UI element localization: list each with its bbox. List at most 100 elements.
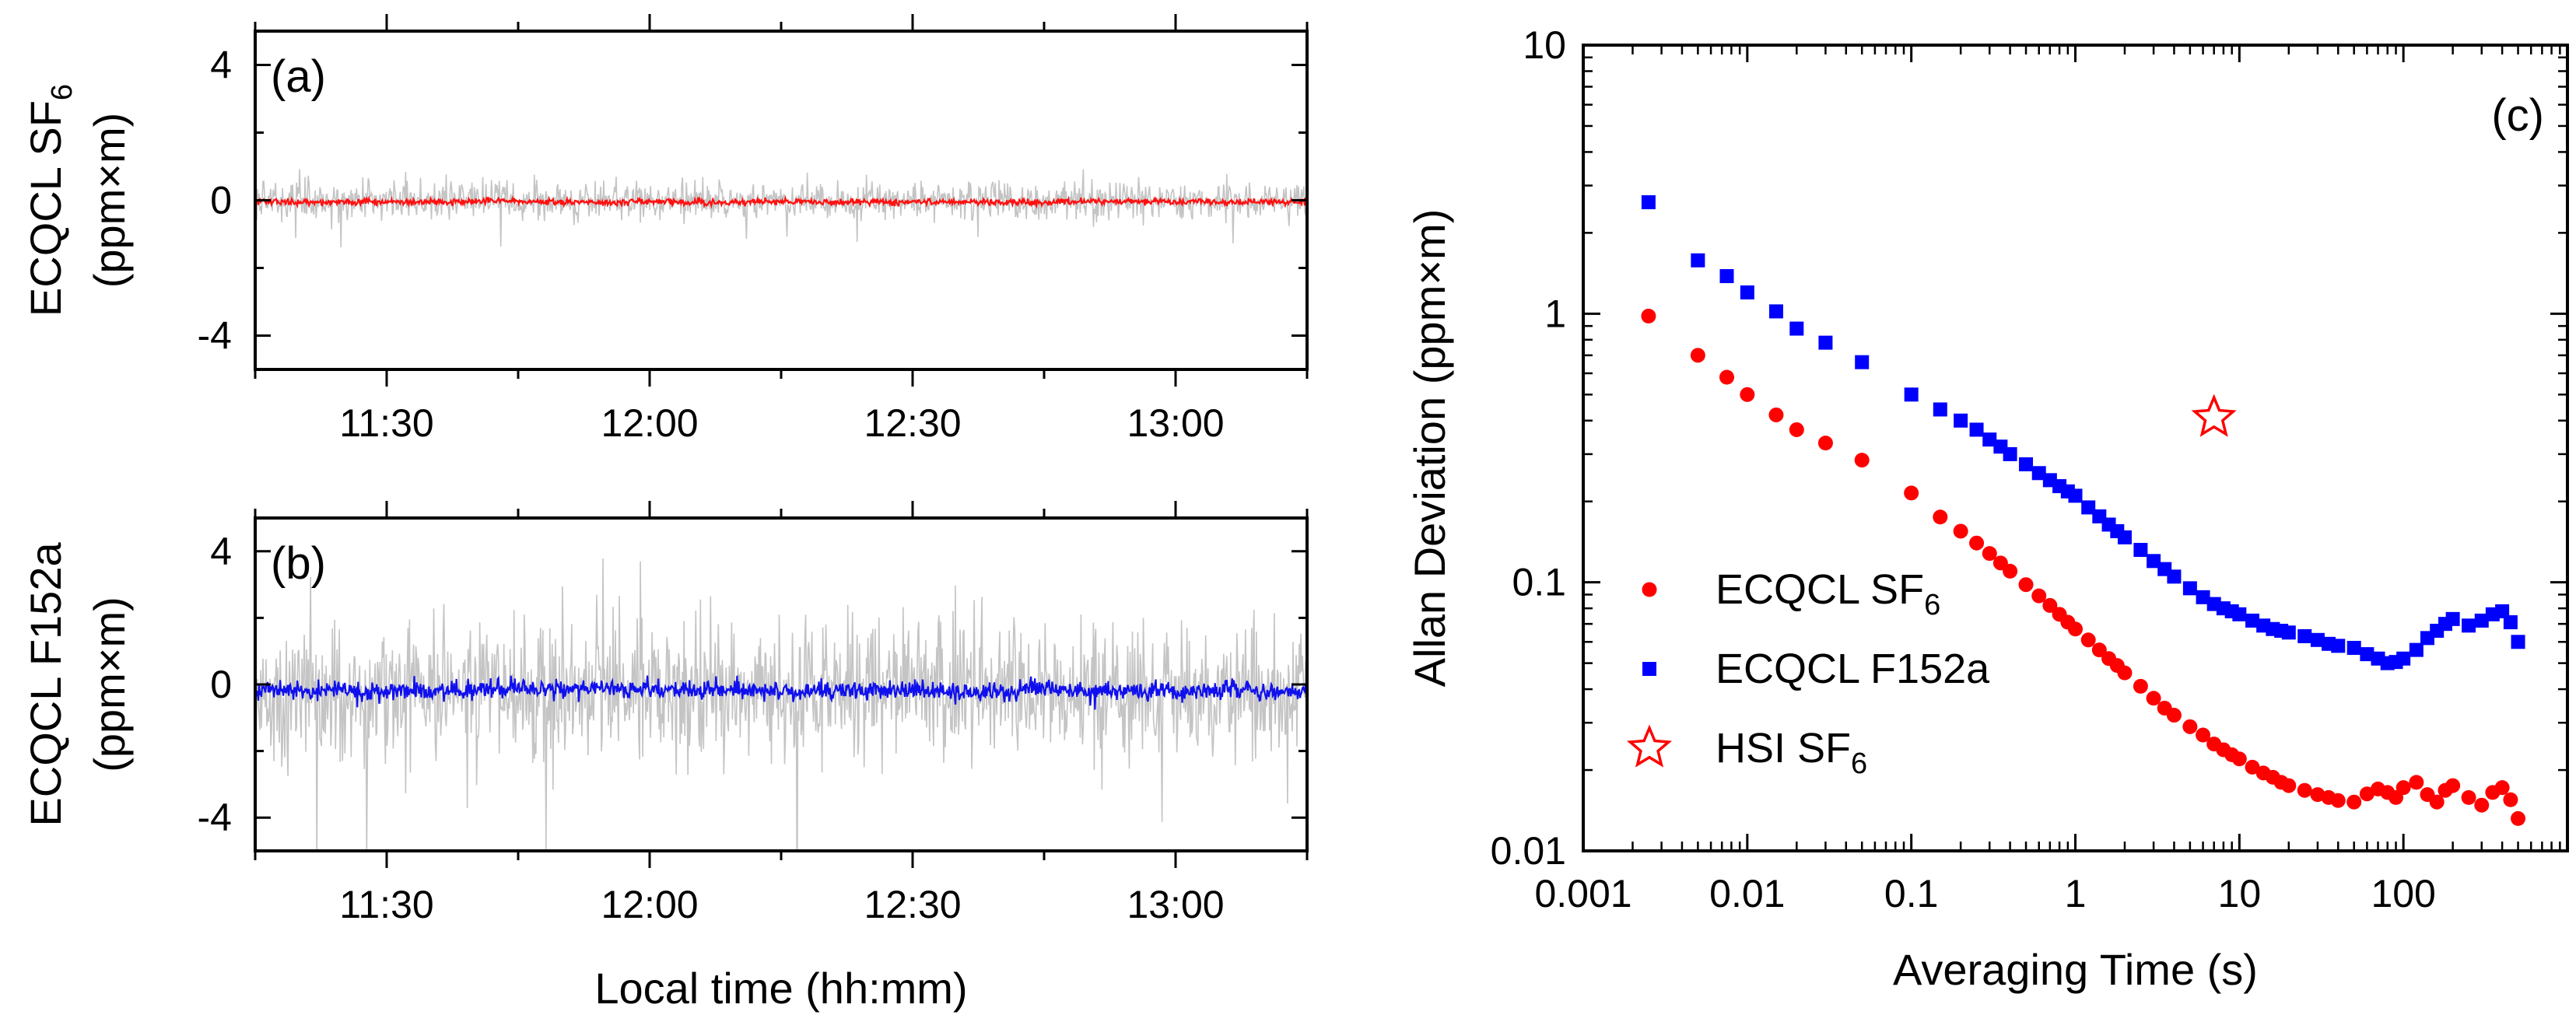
data-point-circle [2445,778,2461,793]
legend-entry-label-main: ECQCL SF [1716,566,1924,613]
data-point-circle [1789,422,1804,437]
data-point-square [1818,335,1833,350]
y-axis-title-subscript: 6 [46,84,79,100]
legend-marker-circle [1642,582,1657,597]
data-point-square [2281,625,2296,640]
x-tick-label: 1 [2065,872,2087,915]
data-point-square [1719,269,1734,284]
data-point-square [2360,647,2374,662]
data-point-circle [1719,369,1734,385]
data-point-square [2462,618,2476,633]
data-point-square [2003,446,2017,461]
y-tick-label: 0 [210,663,232,706]
data-point-circle [1982,546,1997,562]
series-1 [1641,195,2525,670]
data-point-square [2511,635,2525,649]
y-tick-label: -4 [198,796,232,839]
series-averaged-trace [255,194,1307,209]
x-tick-label: 12:30 [864,401,961,445]
data-point-circle [2503,792,2518,807]
panel-a-timeseries-sf6: 40-411:30 12:00 12:30 13:00(a)ECQCL SF6(ppm… [21,14,1309,445]
data-point-square [2068,488,2083,503]
legend-entry-label: HSI SF6 [1716,725,1867,780]
data-point-circle [2003,563,2018,579]
data-point-circle [1641,308,1656,324]
data-point-circle [1768,407,1784,422]
panel-c-allan-deviation: 0.001 0.01 0.1 1 10 1001010.10.01(c)Averaging… [1405,23,2569,994]
y-axis-title-main: ECQCL SF [21,100,70,317]
data-point-square [2167,569,2182,584]
x-tick-label: 0.1 [1884,872,1939,915]
data-point-square [2396,651,2411,666]
data-point-circle [1740,387,1755,402]
y-tick-label: -4 [198,314,232,358]
y-axis-title: ECQCL F152a [21,542,70,827]
data-point-square [1691,253,1705,268]
legend-entry-label-subscript: 6 [1851,747,1867,780]
y-tick-label: 0.01 [1491,829,1566,873]
y-tick-label: 1 [1544,292,1566,335]
panel-tag-label: (c) [2491,90,2544,141]
data-point-circle [2511,810,2526,826]
data-point-square [2297,628,2312,643]
data-point-square [1933,402,1947,417]
x-tick-label: 10 [2218,872,2262,915]
data-point-square [2495,604,2510,618]
data-point-circle [2245,759,2260,775]
data-point-circle [2080,632,2096,648]
data-point-square [1982,432,1997,447]
data-point-square [1641,195,1656,210]
data-point-circle [2166,708,2182,723]
legend-marker-square [1642,662,1656,676]
y-tick-label: 0.1 [1512,561,1566,604]
data-point-square [2445,611,2460,626]
data-point-square [1904,387,1919,402]
data-point-circle [2461,789,2476,805]
data-point-square [2147,554,2161,569]
data-point-circle [2018,577,2034,593]
data-point-square [2031,466,2046,481]
data-point-circle [2042,597,2058,613]
data-point-square [1855,355,1870,369]
data-point-square [2409,642,2424,657]
x-tick-label: 13:00 [1127,401,1224,445]
data-point-circle [2068,621,2083,637]
data-point-square [1740,285,1754,299]
legend-entry-label: ECQCL SF6 [1716,566,1940,621]
data-point-circle [2297,782,2312,798]
y-tick-label: 0 [210,179,232,222]
y-axis-title: ECQCL SF6 [21,84,79,317]
data-point-square [2196,590,2210,604]
x-tick-label: 12:00 [601,401,698,445]
data-point-square [2117,530,2132,544]
data-point-circle [2429,794,2445,810]
y-axis-unit: (ppm×m) [85,113,134,289]
data-point-circle [2330,793,2346,808]
data-point-square [2182,581,2197,596]
data-point-circle [1904,485,1919,501]
data-point-circle [1933,509,1948,525]
data-point-square [1969,422,1984,437]
data-point-circle [2133,678,2148,694]
series-0 [1641,308,2526,826]
data-point-square [1768,304,1783,319]
y-tick-label: 4 [210,44,232,87]
data-point-circle [2146,691,2161,706]
data-point-circle [1953,523,1968,539]
data-point-square [2081,500,2096,515]
data-point-square [2310,632,2325,647]
panel-tag-label: (a) [271,51,326,102]
data-point-circle [2409,775,2424,790]
data-point-square [2232,607,2247,621]
data-point-circle [1854,453,1870,468]
data-point-circle [1817,436,1833,451]
data-point-circle [1690,348,1705,363]
data-point-circle [2474,797,2490,813]
series-raw-trace [255,169,1307,248]
y-tick-label: 10 [1523,23,1566,67]
data-point-circle [2281,778,2297,793]
data-point-square [2019,457,2034,471]
data-point-square [1789,321,1804,336]
